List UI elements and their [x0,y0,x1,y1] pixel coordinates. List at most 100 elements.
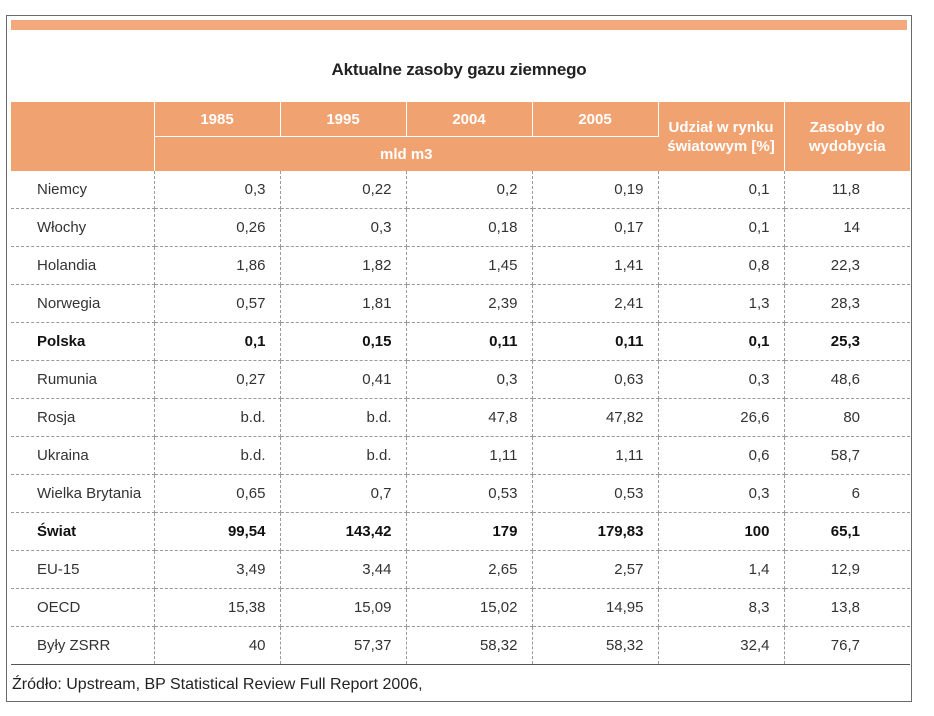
cell-value: 1,11 [532,436,659,475]
row-label: EU-15 [11,550,155,589]
cell-value: 11,8 [784,171,910,209]
row-label: Polska [11,322,155,361]
cell-value: 48,6 [784,360,910,399]
cell-value: 25,3 [784,322,910,361]
cell-value: 99,54 [154,512,281,551]
table-row: Świat 99,54 143,42 179 179,83 100 65,1 [11,512,910,551]
row-label: Ukraina [11,436,155,475]
header-reserves: Zasoby do wydobycia [784,102,910,171]
cell-value: 65,1 [784,512,910,551]
cell-value: b.d. [154,398,281,437]
row-label: Niemcy [11,171,155,209]
cell-value: 0,3 [154,171,281,209]
source-note: Źródło: Upstream, BP Statistical Review … [12,676,423,693]
cell-value: 1,4 [658,550,785,589]
header-corner [11,102,155,171]
cell-value: 0,3 [406,360,533,399]
cell-value: b.d. [154,436,281,475]
cell-value: 0,53 [406,474,533,513]
cell-value: 58,7 [784,436,910,475]
cell-value: 8,3 [658,588,785,627]
cell-value: 0,17 [532,208,659,247]
cell-value: 0,65 [154,474,281,513]
cell-value: 2,57 [532,550,659,589]
table-row: Rosja b.d. b.d. 47,8 47,82 26,6 80 [11,398,910,437]
table-row: Polska 0,1 0,15 0,11 0,11 0,1 25,3 [11,322,910,361]
cell-value: 76,7 [784,626,910,665]
cell-value: 0,1 [658,322,785,361]
cell-value: 0,11 [532,322,659,361]
cell-value: 3,44 [280,550,407,589]
cell-value: 0,3 [280,208,407,247]
header-year-1995: 1995 [280,102,407,137]
cell-value: 0,15 [280,322,407,361]
cell-value: 26,6 [658,398,785,437]
cell-value: 1,82 [280,246,407,285]
cell-value: 14,95 [532,588,659,627]
accent-bar [11,20,907,30]
cell-value: 15,02 [406,588,533,627]
cell-value: 0,11 [406,322,533,361]
cell-value: 179,83 [532,512,659,551]
row-label: Włochy [11,208,155,247]
row-label: Świat [11,512,155,551]
cell-value: 28,3 [784,284,910,323]
cell-value: 0,3 [658,360,785,399]
cell-value: 47,8 [406,398,533,437]
table-row: OECD 15,38 15,09 15,02 14,95 8,3 13,8 [11,588,910,627]
cell-value: 0,1 [658,208,785,247]
cell-value: 0,57 [154,284,281,323]
cell-value: 40 [154,626,281,665]
cell-value: 2,65 [406,550,533,589]
cell-value: 0,1 [154,322,281,361]
cell-value: 58,32 [406,626,533,665]
table-row: Norwegia 0,57 1,81 2,39 2,41 1,3 28,3 [11,284,910,323]
row-label: Norwegia [11,284,155,323]
cell-value: 0,27 [154,360,281,399]
header-unit: mld m3 [154,136,658,171]
row-label: Rumunia [11,360,155,399]
table-row: Ukraina b.d. b.d. 1,11 1,11 0,6 58,7 [11,436,910,475]
table-row: Wielka Brytania 0,65 0,7 0,53 0,53 0,3 6 [11,474,910,513]
table-frame: Aktualne zasoby gazu ziemnego 1985 1995 … [6,15,912,702]
cell-value: 0,8 [658,246,785,285]
cell-value: 57,37 [280,626,407,665]
row-label: Holandia [11,246,155,285]
cell-value: 15,09 [280,588,407,627]
header-share: Udział w rynku światowym [%] [658,102,785,171]
cell-value: 22,3 [784,246,910,285]
table-row: Były ZSRR 40 57,37 58,32 58,32 32,4 76,7 [11,626,910,665]
cell-value: 0,26 [154,208,281,247]
cell-value: 32,4 [658,626,785,665]
cell-value: 179 [406,512,533,551]
cell-value: 12,9 [784,550,910,589]
cell-value: 80 [784,398,910,437]
gas-reserves-table: 1985 1995 2004 2005 Udział w rynku świat… [11,102,910,665]
cell-value: 47,82 [532,398,659,437]
cell-value: 0,41 [280,360,407,399]
cell-value: 2,39 [406,284,533,323]
cell-value: 1,41 [532,246,659,285]
row-label: OECD [11,588,155,627]
table-body: Niemcy 0,3 0,22 0,2 0,19 0,1 11,8 Włochy 0,26 0,3… [11,171,910,665]
header-year-2005: 2005 [532,102,659,137]
table-row: EU-15 3,49 3,44 2,65 2,57 1,4 12,9 [11,550,910,589]
cell-value: 1,45 [406,246,533,285]
row-label: Wielka Brytania [11,474,155,513]
cell-value: 0,63 [532,360,659,399]
cell-value: 1,86 [154,246,281,285]
cell-value: 13,8 [784,588,910,627]
header-year-2004: 2004 [406,102,533,137]
cell-value: 100 [658,512,785,551]
cell-value: 1,3 [658,284,785,323]
cell-value: 0,53 [532,474,659,513]
cell-value: 0,2 [406,171,533,209]
table-row: Włochy 0,26 0,3 0,18 0,17 0,1 14 [11,208,910,247]
cell-value: 3,49 [154,550,281,589]
table-title: Aktualne zasoby gazu ziemnego [331,60,587,79]
cell-value: b.d. [280,398,407,437]
cell-value: 58,32 [532,626,659,665]
cell-value: 143,42 [280,512,407,551]
cell-value: 0,6 [658,436,785,475]
table-row: Niemcy 0,3 0,22 0,2 0,19 0,1 11,8 [11,171,910,209]
